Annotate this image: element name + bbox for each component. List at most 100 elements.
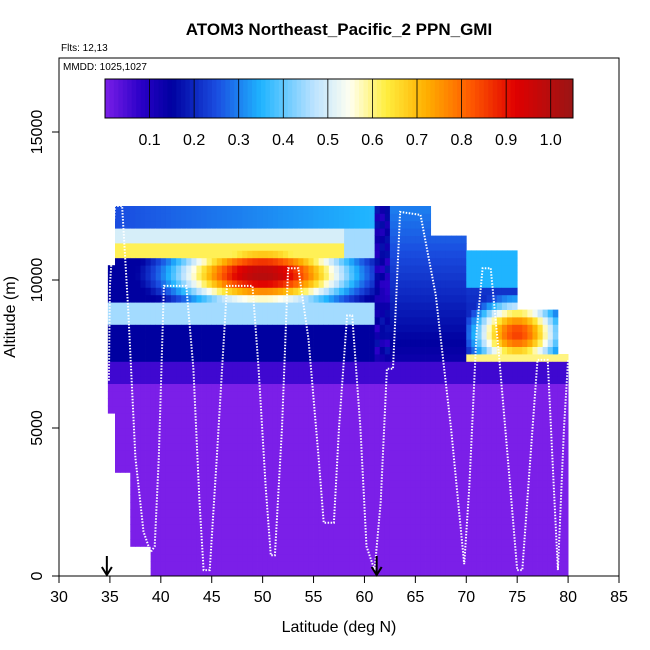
heatmap-cell xyxy=(140,228,145,236)
heatmap-cell xyxy=(288,554,293,562)
heatmap-cell xyxy=(324,495,329,503)
heatmap-cell xyxy=(135,295,140,303)
heatmap-cell xyxy=(176,472,181,480)
heatmap-cell xyxy=(431,487,436,495)
heatmap-cell xyxy=(263,243,268,251)
heatmap-cell xyxy=(273,406,278,414)
heatmap-cell xyxy=(232,406,237,414)
heatmap-cell xyxy=(156,517,161,525)
heatmap-cell xyxy=(283,546,288,554)
heatmap-cell xyxy=(512,480,517,488)
heatmap-cell xyxy=(293,250,298,258)
heatmap-cell xyxy=(487,384,492,392)
heatmap-cell xyxy=(466,361,471,369)
heatmap-cell xyxy=(532,539,537,547)
heatmap-cell xyxy=(176,361,181,369)
heatmap-cell xyxy=(227,502,232,510)
heatmap-cell xyxy=(232,421,237,429)
heatmap-cell xyxy=(202,398,207,406)
heatmap-cell xyxy=(288,243,293,251)
heatmap-cell xyxy=(140,213,145,221)
heatmap-cell xyxy=(349,413,354,421)
colorbar-tick-label: 0.8 xyxy=(450,132,472,149)
heatmap-cell xyxy=(334,273,339,281)
heatmap-cell xyxy=(151,406,156,414)
heatmap-cell xyxy=(415,287,420,295)
heatmap-cell xyxy=(212,287,217,295)
heatmap-cell xyxy=(232,339,237,347)
heatmap-cell xyxy=(410,435,415,443)
heatmap-cell xyxy=(181,487,186,495)
heatmap-cell xyxy=(319,361,324,369)
heatmap-cell xyxy=(426,228,431,236)
heatmap-cell xyxy=(298,487,303,495)
heatmap-cell xyxy=(196,421,201,429)
heatmap-cell xyxy=(120,273,125,281)
heatmap-cell xyxy=(497,465,502,473)
heatmap-cell xyxy=(502,413,507,421)
heatmap-cell xyxy=(232,310,237,318)
heatmap-cell xyxy=(303,539,308,547)
heatmap-cell xyxy=(517,324,522,332)
heatmap-cell xyxy=(543,443,548,451)
heatmap-cell xyxy=(115,458,120,466)
heatmap-cell xyxy=(125,236,130,244)
heatmap-cell xyxy=(466,376,471,384)
heatmap-cell xyxy=(242,450,247,458)
heatmap-cell xyxy=(359,472,364,480)
heatmap-cell xyxy=(120,324,125,332)
heatmap-cell xyxy=(527,413,532,421)
heatmap-cell xyxy=(395,369,400,377)
heatmap-cell xyxy=(426,317,431,325)
heatmap-cell xyxy=(385,206,390,214)
heatmap-cell xyxy=(258,332,263,340)
heatmap-cell xyxy=(125,450,130,458)
heatmap-cell xyxy=(517,524,522,532)
heatmap-cell xyxy=(436,465,441,473)
heatmap-cell xyxy=(410,280,415,288)
heatmap-cell xyxy=(405,435,410,443)
heatmap-cell xyxy=(527,532,532,540)
heatmap-cell xyxy=(451,354,456,362)
heatmap-cell xyxy=(202,376,207,384)
heatmap-cell xyxy=(156,228,161,236)
heatmap-cell xyxy=(410,495,415,503)
heatmap-cell xyxy=(370,472,375,480)
heatmap-cell xyxy=(171,206,176,214)
heatmap-cell xyxy=(161,487,166,495)
heatmap-cell xyxy=(400,369,405,377)
heatmap-cell xyxy=(263,221,268,229)
heatmap-cell xyxy=(278,221,283,229)
heatmap-cell xyxy=(298,258,303,266)
heatmap-cell xyxy=(553,391,558,399)
heatmap-cell xyxy=(344,554,349,562)
heatmap-cell xyxy=(364,310,369,318)
heatmap-cell xyxy=(314,472,319,480)
heatmap-cell xyxy=(543,569,548,577)
heatmap-cell xyxy=(451,361,456,369)
heatmap-cell xyxy=(375,428,380,436)
heatmap-cell xyxy=(273,480,278,488)
heatmap-cell xyxy=(196,347,201,355)
heatmap-cell xyxy=(487,361,492,369)
heatmap-cell xyxy=(207,472,212,480)
heatmap-cell xyxy=(334,258,339,266)
heatmap-cell xyxy=(212,354,217,362)
heatmap-cell xyxy=(543,502,548,510)
heatmap-cell xyxy=(354,206,359,214)
heatmap-cell xyxy=(543,369,548,377)
heatmap-cell xyxy=(436,398,441,406)
colorbar-band xyxy=(421,79,426,118)
heatmap-cell xyxy=(176,339,181,347)
heatmap-cell xyxy=(125,428,130,436)
heatmap-cell xyxy=(380,265,385,273)
heatmap-cell xyxy=(171,480,176,488)
heatmap-cell xyxy=(385,287,390,295)
heatmap-cell xyxy=(426,295,431,303)
heatmap-cell xyxy=(227,376,232,384)
heatmap-cell xyxy=(349,421,354,429)
heatmap-cell xyxy=(308,265,313,273)
heatmap-cell xyxy=(538,421,543,429)
heatmap-cell xyxy=(375,265,380,273)
heatmap-cell xyxy=(410,524,415,532)
